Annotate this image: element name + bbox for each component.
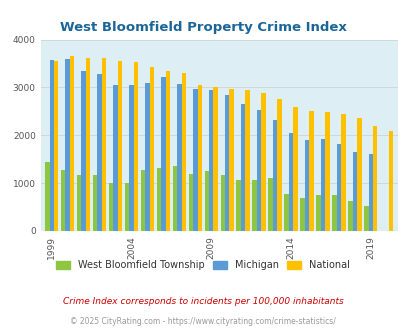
Bar <box>181 73 185 231</box>
Bar <box>256 111 261 231</box>
Text: West Bloomfield Property Crime Index: West Bloomfield Property Crime Index <box>60 21 345 34</box>
Bar <box>245 90 249 231</box>
Bar <box>309 111 313 231</box>
Text: Crime Index corresponds to incidents per 100,000 inhabitants: Crime Index corresponds to incidents per… <box>62 297 343 306</box>
Bar <box>93 175 97 231</box>
Bar <box>261 93 265 231</box>
Bar <box>236 180 240 231</box>
Bar <box>252 180 256 231</box>
Bar <box>97 74 102 231</box>
Bar <box>340 114 345 231</box>
Bar <box>213 87 217 231</box>
Bar <box>331 195 336 231</box>
Bar <box>145 83 149 231</box>
Bar <box>300 198 304 231</box>
Bar <box>109 183 113 231</box>
Bar <box>363 206 368 231</box>
Bar <box>102 58 106 231</box>
Bar <box>277 99 281 231</box>
Bar <box>304 140 309 231</box>
Bar <box>124 183 129 231</box>
Bar <box>292 107 297 231</box>
Bar <box>268 178 272 231</box>
Bar <box>197 85 202 231</box>
Bar <box>388 130 392 231</box>
Bar <box>117 61 122 231</box>
Bar <box>165 71 170 231</box>
Bar <box>204 171 209 231</box>
Bar <box>224 95 229 231</box>
Bar <box>220 176 224 231</box>
Bar <box>336 145 340 231</box>
Bar <box>240 104 245 231</box>
Bar <box>141 170 145 231</box>
Bar <box>86 58 90 231</box>
Bar <box>372 126 377 231</box>
Bar <box>368 154 372 231</box>
Bar <box>113 84 117 231</box>
Bar <box>81 71 86 231</box>
Bar <box>356 118 360 231</box>
Bar <box>61 170 65 231</box>
Bar <box>324 112 329 231</box>
Bar <box>272 119 277 231</box>
Bar <box>347 201 352 231</box>
Bar <box>133 62 138 231</box>
Bar <box>129 85 133 231</box>
Bar <box>288 133 292 231</box>
Bar <box>209 90 213 231</box>
Legend: West Bloomfield Township, Michigan, National: West Bloomfield Township, Michigan, Nati… <box>52 256 353 274</box>
Bar <box>320 139 324 231</box>
Text: © 2025 CityRating.com - https://www.cityrating.com/crime-statistics/: © 2025 CityRating.com - https://www.city… <box>70 317 335 326</box>
Bar <box>284 194 288 231</box>
Bar <box>45 162 49 231</box>
Bar <box>229 89 233 231</box>
Bar <box>172 166 177 231</box>
Bar <box>77 176 81 231</box>
Bar <box>161 77 165 231</box>
Bar <box>54 61 58 231</box>
Bar <box>177 84 181 231</box>
Bar <box>188 174 193 231</box>
Bar <box>156 168 161 231</box>
Bar <box>315 195 320 231</box>
Bar <box>352 151 356 231</box>
Bar <box>149 67 154 231</box>
Bar <box>193 89 197 231</box>
Bar <box>70 56 74 231</box>
Bar <box>65 59 70 231</box>
Bar <box>49 60 54 231</box>
